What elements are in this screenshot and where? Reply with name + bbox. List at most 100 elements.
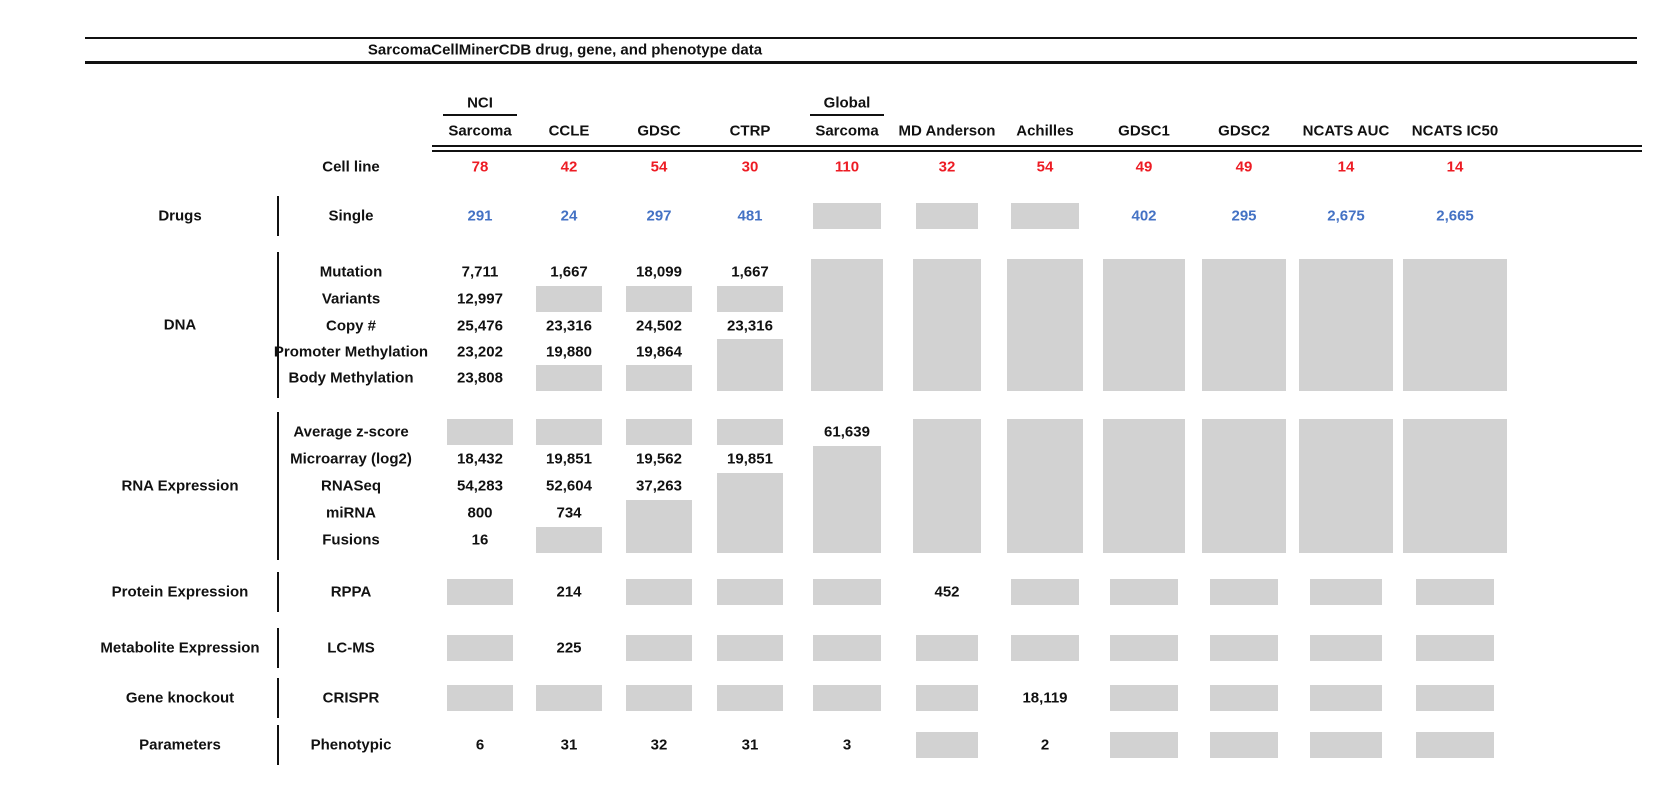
missing-data-box <box>1202 258 1286 391</box>
missing-data-box <box>626 364 692 391</box>
missing-data-box <box>626 285 692 312</box>
data-value: 19,851 <box>546 450 592 468</box>
missing-data-box <box>1416 634 1494 661</box>
missing-data-box <box>1103 418 1185 553</box>
missing-data-box <box>1011 634 1079 661</box>
column-header: Sarcoma <box>448 122 512 140</box>
missing-data-box <box>717 684 783 711</box>
missing-data-box <box>1310 731 1382 758</box>
missing-data-box <box>1416 578 1494 605</box>
data-value: 52,604 <box>546 477 592 495</box>
header-underline <box>810 114 884 116</box>
missing-data-box <box>1110 634 1178 661</box>
missing-data-box <box>1310 684 1382 711</box>
data-value: 18,432 <box>457 450 503 468</box>
data-value: 19,851 <box>727 450 773 468</box>
category-divider <box>277 678 279 718</box>
missing-data-box <box>1110 731 1178 758</box>
missing-data-box <box>447 578 513 605</box>
row-label: Mutation <box>319 263 383 281</box>
data-value: 19,562 <box>636 450 682 468</box>
row-label: Microarray (log2) <box>290 450 412 468</box>
missing-data-box <box>626 634 692 661</box>
cell-line-count: 78 <box>471 158 489 176</box>
cell-line-count: 110 <box>834 158 860 176</box>
data-value: 6 <box>475 736 485 754</box>
column-header: Sarcoma <box>815 122 879 140</box>
row-label: Fusions <box>322 531 380 549</box>
missing-data-box <box>916 731 978 758</box>
data-value: 54,283 <box>457 477 503 495</box>
column-header: NCATS AUC <box>1302 122 1390 140</box>
header-underline <box>443 114 517 116</box>
missing-data-box <box>1011 202 1079 229</box>
data-value: 1,667 <box>731 263 769 281</box>
cell-line-label: Cell line <box>322 158 380 176</box>
category-divider <box>277 252 279 398</box>
row-label: miRNA <box>325 504 377 522</box>
cell-line-count: 14 <box>1337 158 1355 176</box>
missing-data-box <box>813 634 881 661</box>
column-header-top: NCI <box>467 94 493 112</box>
missing-data-box <box>1210 684 1278 711</box>
category-divider <box>277 725 279 765</box>
missing-data-box <box>1299 418 1393 553</box>
cell-line-count: 49 <box>1135 158 1153 176</box>
header-double-rule <box>432 145 1642 147</box>
missing-data-box <box>447 684 513 711</box>
column-header: MD Anderson <box>898 122 996 140</box>
missing-data-box <box>813 684 881 711</box>
missing-data-box <box>717 578 783 605</box>
data-value: 291 <box>467 207 493 225</box>
data-value: 19,864 <box>636 343 682 361</box>
data-value: 800 <box>467 504 493 522</box>
missing-data-box <box>536 285 602 312</box>
data-value: 24 <box>560 207 578 225</box>
row-label: Copy # <box>325 317 377 335</box>
category-label: Gene knockout <box>125 689 235 707</box>
category-label: Protein Expression <box>111 583 249 601</box>
row-label: LC-MS <box>327 639 375 657</box>
missing-data-box <box>717 634 783 661</box>
data-value: 7,711 <box>461 263 499 281</box>
missing-data-box <box>447 634 513 661</box>
category-label: Parameters <box>139 736 221 754</box>
column-header-top: Global <box>823 94 871 112</box>
missing-data-box <box>626 418 692 445</box>
data-value: 12,997 <box>457 290 503 308</box>
row-label: Promoter Methylation <box>273 343 429 361</box>
missing-data-box <box>717 338 783 391</box>
data-value: 23,316 <box>727 317 773 335</box>
column-header: GDSC2 <box>1218 122 1270 140</box>
row-label: CRISPR <box>322 689 380 707</box>
missing-data-box <box>1103 258 1185 391</box>
data-value: 481 <box>737 207 763 225</box>
data-value: 3 <box>842 736 852 754</box>
missing-data-box <box>717 285 783 312</box>
data-value: 2,675 <box>1327 207 1365 225</box>
missing-data-box <box>717 418 783 445</box>
missing-data-box <box>1007 258 1083 391</box>
data-value: 2,665 <box>1436 207 1474 225</box>
missing-data-box <box>1416 731 1494 758</box>
missing-data-box <box>626 499 692 553</box>
cell-line-count: 42 <box>560 158 578 176</box>
data-value: 214 <box>556 583 582 601</box>
category-label: RNA Expression <box>121 477 239 495</box>
title-top-rule <box>85 37 1637 39</box>
category-label: Metabolite Expression <box>100 639 260 657</box>
missing-data-box <box>626 578 692 605</box>
row-label: Single <box>328 207 374 225</box>
row-label: Phenotypic <box>310 736 392 754</box>
data-value: 402 <box>1131 207 1157 225</box>
cell-line-count: 14 <box>1446 158 1464 176</box>
data-value: 31 <box>741 736 759 754</box>
missing-data-box <box>1310 634 1382 661</box>
cell-line-count: 30 <box>741 158 759 176</box>
data-value: 24,502 <box>636 317 682 335</box>
data-value: 23,808 <box>457 369 503 387</box>
title-bottom-rule <box>85 61 1637 64</box>
missing-data-box <box>813 578 881 605</box>
data-value: 31 <box>560 736 578 754</box>
missing-data-box <box>536 364 602 391</box>
